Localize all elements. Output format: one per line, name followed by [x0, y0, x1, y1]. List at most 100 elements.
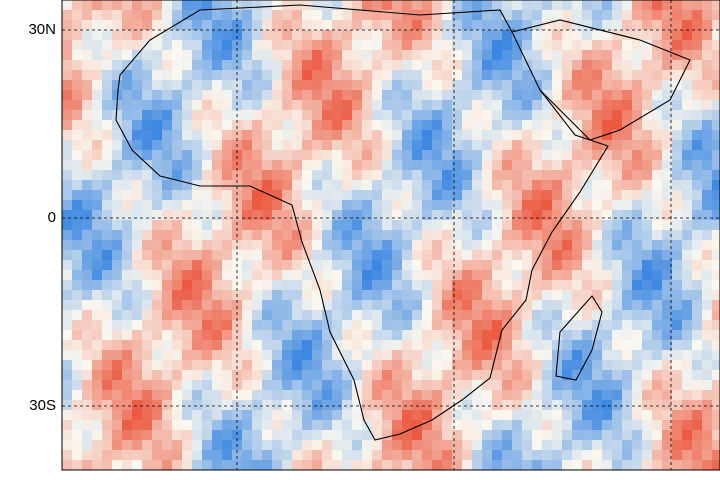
- grid-cell: [542, 160, 552, 170]
- grid-cell: [392, 310, 402, 320]
- grid-cell: [272, 210, 282, 220]
- grid-cell: [262, 210, 272, 220]
- grid-cell: [252, 360, 262, 370]
- grid-cell: [632, 190, 642, 200]
- grid-cell: [302, 90, 312, 100]
- grid-cell: [622, 120, 632, 130]
- grid-cell: [442, 380, 452, 390]
- grid-cell: [392, 20, 402, 30]
- grid-cell: [672, 340, 682, 350]
- grid-cell: [662, 310, 672, 320]
- grid-cell: [542, 430, 552, 440]
- grid-cell: [522, 100, 532, 110]
- grid-cell: [442, 60, 452, 70]
- grid-cell: [382, 170, 392, 180]
- grid-cell: [632, 260, 642, 270]
- grid-cell: [632, 300, 642, 310]
- grid-cell: [572, 360, 582, 370]
- grid-cell: [132, 420, 142, 430]
- grid-cell: [172, 250, 182, 260]
- grid-cell: [572, 170, 582, 180]
- grid-cell: [82, 180, 92, 190]
- grid-cell: [202, 170, 212, 180]
- grid-cell: [142, 310, 152, 320]
- grid-cell: [222, 270, 232, 280]
- grid-cell: [392, 170, 402, 180]
- grid-cell: [452, 140, 462, 150]
- grid-cell: [482, 60, 492, 70]
- grid-cell: [512, 80, 522, 90]
- grid-cell: [102, 310, 112, 320]
- grid-cell: [552, 270, 562, 280]
- grid-cell: [202, 240, 212, 250]
- grid-cell: [262, 310, 272, 320]
- grid-cell: [342, 450, 352, 460]
- grid-cell: [572, 290, 582, 300]
- grid-cell: [202, 360, 212, 370]
- grid-cell: [492, 440, 502, 450]
- grid-cell: [272, 300, 282, 310]
- grid-cell: [382, 320, 392, 330]
- grid-cell: [172, 190, 182, 200]
- grid-cell: [112, 350, 122, 360]
- grid-cell: [272, 30, 282, 40]
- grid-cell: [372, 100, 382, 110]
- grid-cell: [622, 420, 632, 430]
- grid-cell: [402, 220, 412, 230]
- grid-cell: [132, 160, 142, 170]
- grid-cell: [142, 210, 152, 220]
- grid-cell: [662, 430, 672, 440]
- grid-cell: [562, 170, 572, 180]
- grid-cell: [702, 410, 712, 420]
- grid-cell: [162, 20, 172, 30]
- grid-cell: [702, 170, 712, 180]
- grid-cell: [582, 90, 592, 100]
- grid-cell: [662, 80, 672, 90]
- grid-cell: [612, 60, 622, 70]
- grid-cell: [382, 40, 392, 50]
- grid-cell: [202, 290, 212, 300]
- grid-cell: [552, 370, 562, 380]
- grid-cell: [512, 90, 522, 100]
- grid-cell: [372, 200, 382, 210]
- grid-cell: [702, 360, 712, 370]
- grid-cell: [652, 180, 662, 190]
- grid-cell: [542, 190, 552, 200]
- grid-cell: [312, 260, 322, 270]
- grid-cell: [392, 320, 402, 330]
- grid-cell: [142, 150, 152, 160]
- grid-cell: [392, 460, 402, 470]
- grid-cell: [682, 240, 692, 250]
- grid-cell: [632, 0, 642, 10]
- grid-cell: [282, 100, 292, 110]
- grid-cell: [382, 50, 392, 60]
- grid-cell: [702, 50, 712, 60]
- grid-cell: [482, 320, 492, 330]
- grid-cell: [242, 70, 252, 80]
- grid-cell: [462, 450, 472, 460]
- grid-cell: [652, 300, 662, 310]
- grid-cell: [262, 420, 272, 430]
- grid-cell: [282, 80, 292, 90]
- grid-cell: [492, 100, 502, 110]
- grid-cell: [162, 250, 172, 260]
- grid-cell: [252, 50, 262, 60]
- grid-cell: [232, 460, 242, 470]
- grid-cell: [462, 220, 472, 230]
- grid-cell: [382, 390, 392, 400]
- grid-cell: [192, 30, 202, 40]
- grid-cell: [362, 220, 372, 230]
- grid-cell: [232, 210, 242, 220]
- grid-cell: [592, 200, 602, 210]
- grid-cell: [622, 80, 632, 90]
- grid-cell: [232, 190, 242, 200]
- grid-cell: [612, 0, 622, 10]
- grid-cell: [302, 360, 312, 370]
- grid-cell: [502, 220, 512, 230]
- grid-cell: [312, 420, 322, 430]
- grid-cell: [392, 380, 402, 390]
- grid-cell: [162, 130, 172, 140]
- grid-cell: [202, 390, 212, 400]
- grid-cell: [372, 370, 382, 380]
- grid-cell: [502, 0, 512, 10]
